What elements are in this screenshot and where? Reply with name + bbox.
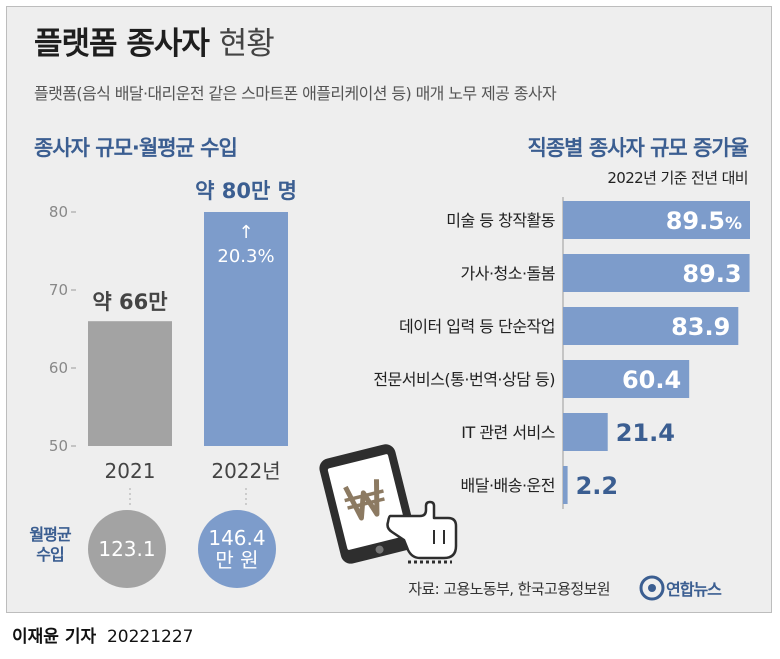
y-tick-label: 80 <box>49 203 68 221</box>
occupation-label: 데이터 입력 등 단순작업 <box>399 317 555 336</box>
growth-bar <box>563 466 568 504</box>
value-label-2022: 약 80만 명 <box>195 179 297 203</box>
occupation-label: IT 관련 서비스 <box>461 423 555 442</box>
growth-bar <box>563 254 750 292</box>
value-label-2021: 약 66만 <box>92 290 167 314</box>
source-note: 자료: 고용노동부, 한국고용정보원 <box>408 580 610 598</box>
workers-bar <box>204 212 288 446</box>
growth-bar <box>563 413 608 451</box>
pointing-hand-icon <box>386 500 458 564</box>
yonhap-logo-icon <box>639 575 665 601</box>
left-section-title: 종사자 규모·월평균 수입 <box>34 136 238 160</box>
occupation-label: 가사·청소·돌봄 <box>461 264 556 283</box>
x-category-label: 2022년 <box>211 459 280 483</box>
growth-value-label: 2.2 <box>576 472 619 500</box>
occupation-label: 미술 등 창작활동 <box>446 211 555 230</box>
x-category-label: 2021 <box>105 459 156 483</box>
yonhap-logo: 연합뉴스 <box>638 572 748 602</box>
workers-bar <box>88 321 172 446</box>
income-2021-bubble: 123.1 <box>88 510 166 588</box>
y-tick-label: 60 <box>49 359 68 377</box>
subtitle: 플랫폼(음식 배달·대리운전 같은 스마트폰 애플리케이션 등) 매개 노무 제… <box>34 84 557 103</box>
right-basis-note: 2022년 기준 전년 대비 <box>607 169 748 187</box>
growth-bar <box>563 307 739 345</box>
right-section-title: 직종별 종사자 규모 증가율 <box>527 136 749 160</box>
workers-bar-chart: 80 70 60 50 2021 2022년 약 66만 약 80만 명 ↑ 20.3% <box>49 179 297 508</box>
growth-bar <box>563 201 750 239</box>
growth-annotation: 20.3% <box>217 246 274 267</box>
won-sign-icon <box>343 479 385 521</box>
income-2022-bubble: 146.4 만 원 <box>198 510 276 588</box>
tablet-illustration <box>319 444 458 564</box>
growth-value-label: 60.4 <box>622 366 681 394</box>
growth-value-label: 83.9 <box>671 313 730 341</box>
byline: 이재윤 기자 20221227 <box>12 627 194 647</box>
y-tick-label: 50 <box>49 437 68 455</box>
growth-bar <box>563 360 690 398</box>
occupation-label: 배달·배송·운전 <box>461 476 556 495</box>
occupation-label: 전문서비스(통·번역·상담 등) <box>373 370 555 389</box>
growth-value-label: 89.3 <box>682 260 741 288</box>
page-title: 플랫폼 종사자 현황 <box>34 26 275 62</box>
tablet-home-button <box>375 545 384 554</box>
growth-value-label: 21.4 <box>616 419 675 447</box>
income-label: 월평균 수입 <box>29 525 71 564</box>
y-tick-label: 70 <box>49 281 68 299</box>
up-arrow-icon: ↑ <box>238 222 253 243</box>
